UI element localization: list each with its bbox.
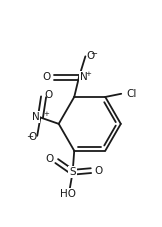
Text: O: O [28,132,36,142]
Text: −: − [90,49,97,58]
Text: N: N [32,112,40,122]
Text: O: O [42,72,50,82]
Text: O: O [44,90,52,100]
Text: N: N [80,72,88,82]
Text: O: O [45,155,53,165]
Text: S: S [69,167,76,177]
Text: +: + [85,71,91,76]
Text: O: O [94,166,102,176]
Text: −: − [26,132,33,141]
Text: Cl: Cl [126,89,136,99]
Text: O: O [86,51,94,61]
Text: +: + [43,111,49,117]
Text: HO: HO [60,189,76,199]
